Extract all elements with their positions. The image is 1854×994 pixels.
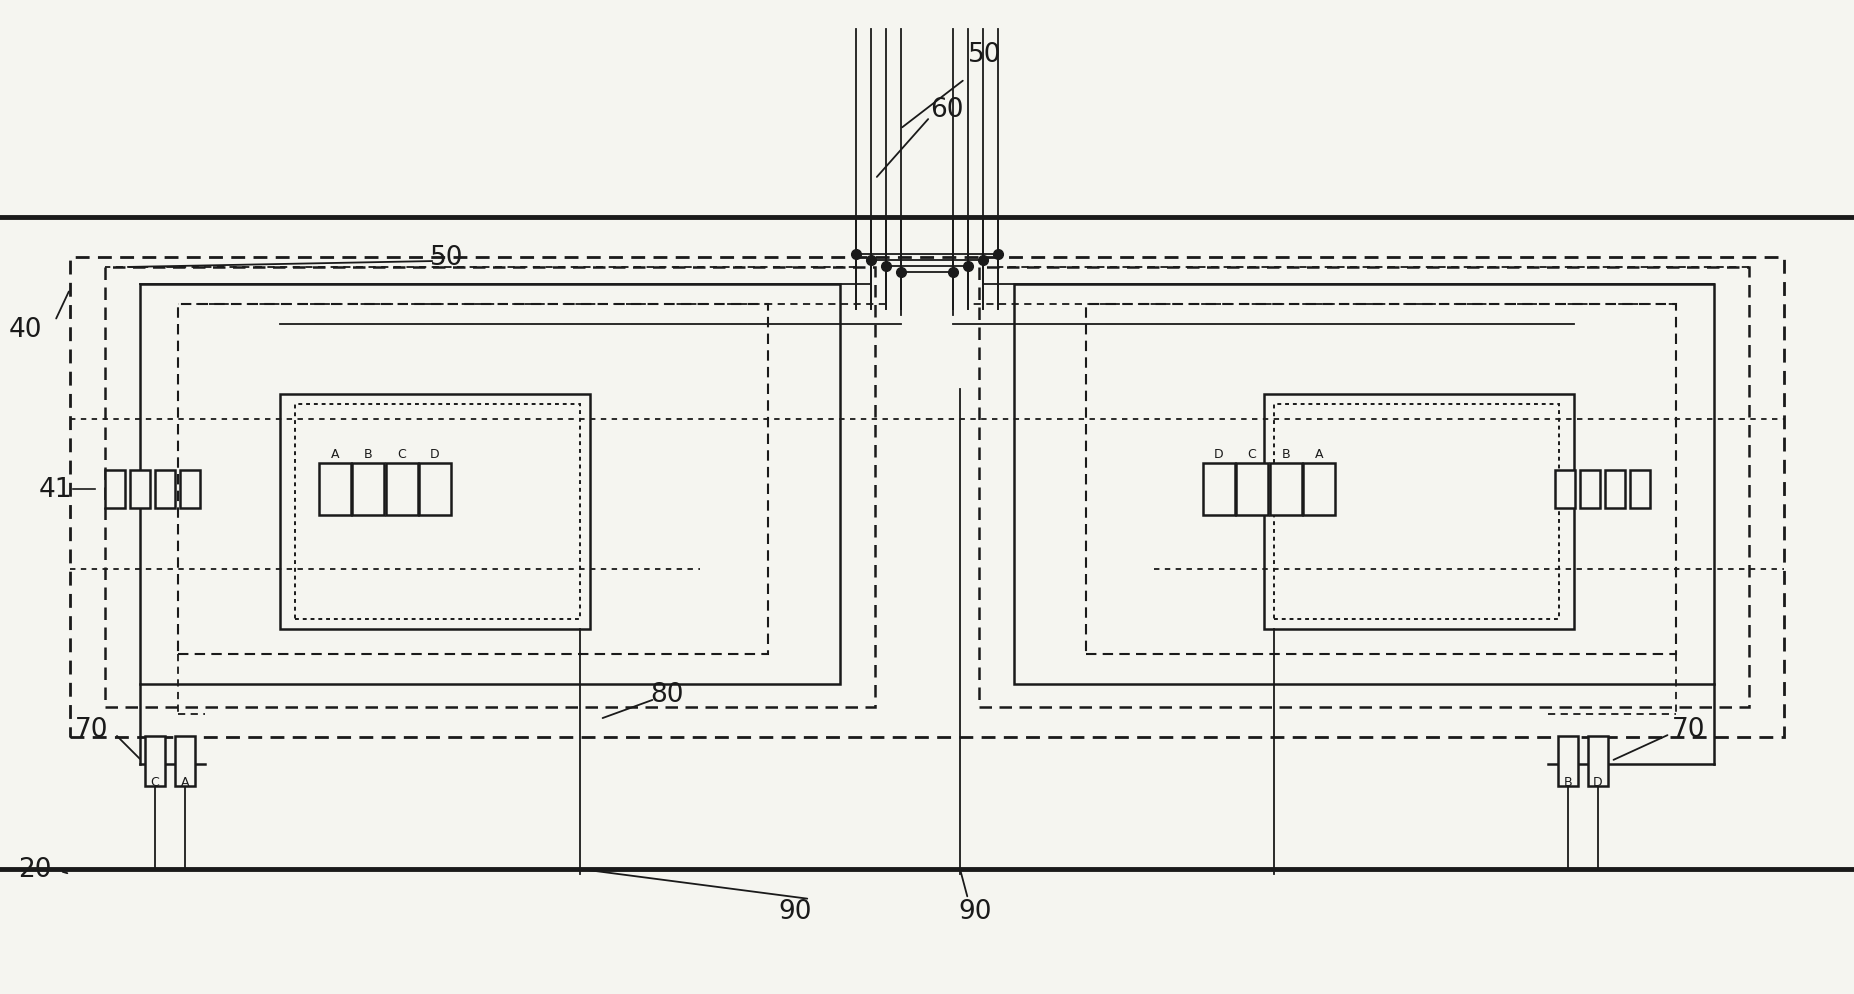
Bar <box>1589 737 1607 786</box>
Bar <box>141 284 840 684</box>
Bar <box>1630 470 1650 509</box>
Text: C: C <box>397 447 406 460</box>
Bar <box>1303 463 1335 516</box>
Text: 50: 50 <box>968 42 1001 68</box>
Bar <box>352 463 384 516</box>
Bar <box>1270 463 1302 516</box>
Bar <box>180 470 200 509</box>
Text: A: A <box>330 447 339 460</box>
Text: 60: 60 <box>931 96 964 123</box>
Bar <box>1557 737 1578 786</box>
Bar <box>295 405 580 619</box>
Text: A: A <box>180 775 189 788</box>
Bar <box>1086 305 1676 654</box>
Bar <box>1274 405 1559 619</box>
Text: 90: 90 <box>779 899 812 924</box>
Text: 90: 90 <box>959 899 992 924</box>
Bar <box>174 737 195 786</box>
Bar <box>419 463 451 516</box>
Text: C: C <box>1248 447 1257 460</box>
Bar <box>979 267 1748 708</box>
Bar <box>280 395 590 629</box>
Bar <box>1556 470 1576 509</box>
Text: C: C <box>150 775 159 788</box>
Text: A: A <box>1314 447 1324 460</box>
Text: 80: 80 <box>651 681 684 708</box>
Text: 20: 20 <box>19 856 52 882</box>
Bar <box>1203 463 1235 516</box>
Bar <box>106 470 124 509</box>
Bar <box>1264 395 1574 629</box>
Bar <box>1580 470 1600 509</box>
Text: 70: 70 <box>1672 717 1706 743</box>
Bar <box>1237 463 1268 516</box>
Bar <box>106 267 875 708</box>
Bar <box>1014 284 1713 684</box>
Text: D: D <box>1214 447 1224 460</box>
Bar <box>178 305 768 654</box>
Text: D: D <box>1593 775 1604 788</box>
Bar <box>1606 470 1624 509</box>
Text: B: B <box>1563 775 1572 788</box>
Bar <box>70 257 1784 738</box>
Bar <box>130 470 150 509</box>
Bar <box>319 463 350 516</box>
Text: B: B <box>1281 447 1290 460</box>
Text: 41: 41 <box>39 476 72 503</box>
Text: B: B <box>363 447 373 460</box>
Bar <box>156 470 174 509</box>
Bar <box>145 737 165 786</box>
Text: 40: 40 <box>9 317 43 343</box>
Text: 70: 70 <box>74 717 108 743</box>
Text: 50: 50 <box>430 245 464 270</box>
Bar <box>386 463 417 516</box>
Text: D: D <box>430 447 439 460</box>
